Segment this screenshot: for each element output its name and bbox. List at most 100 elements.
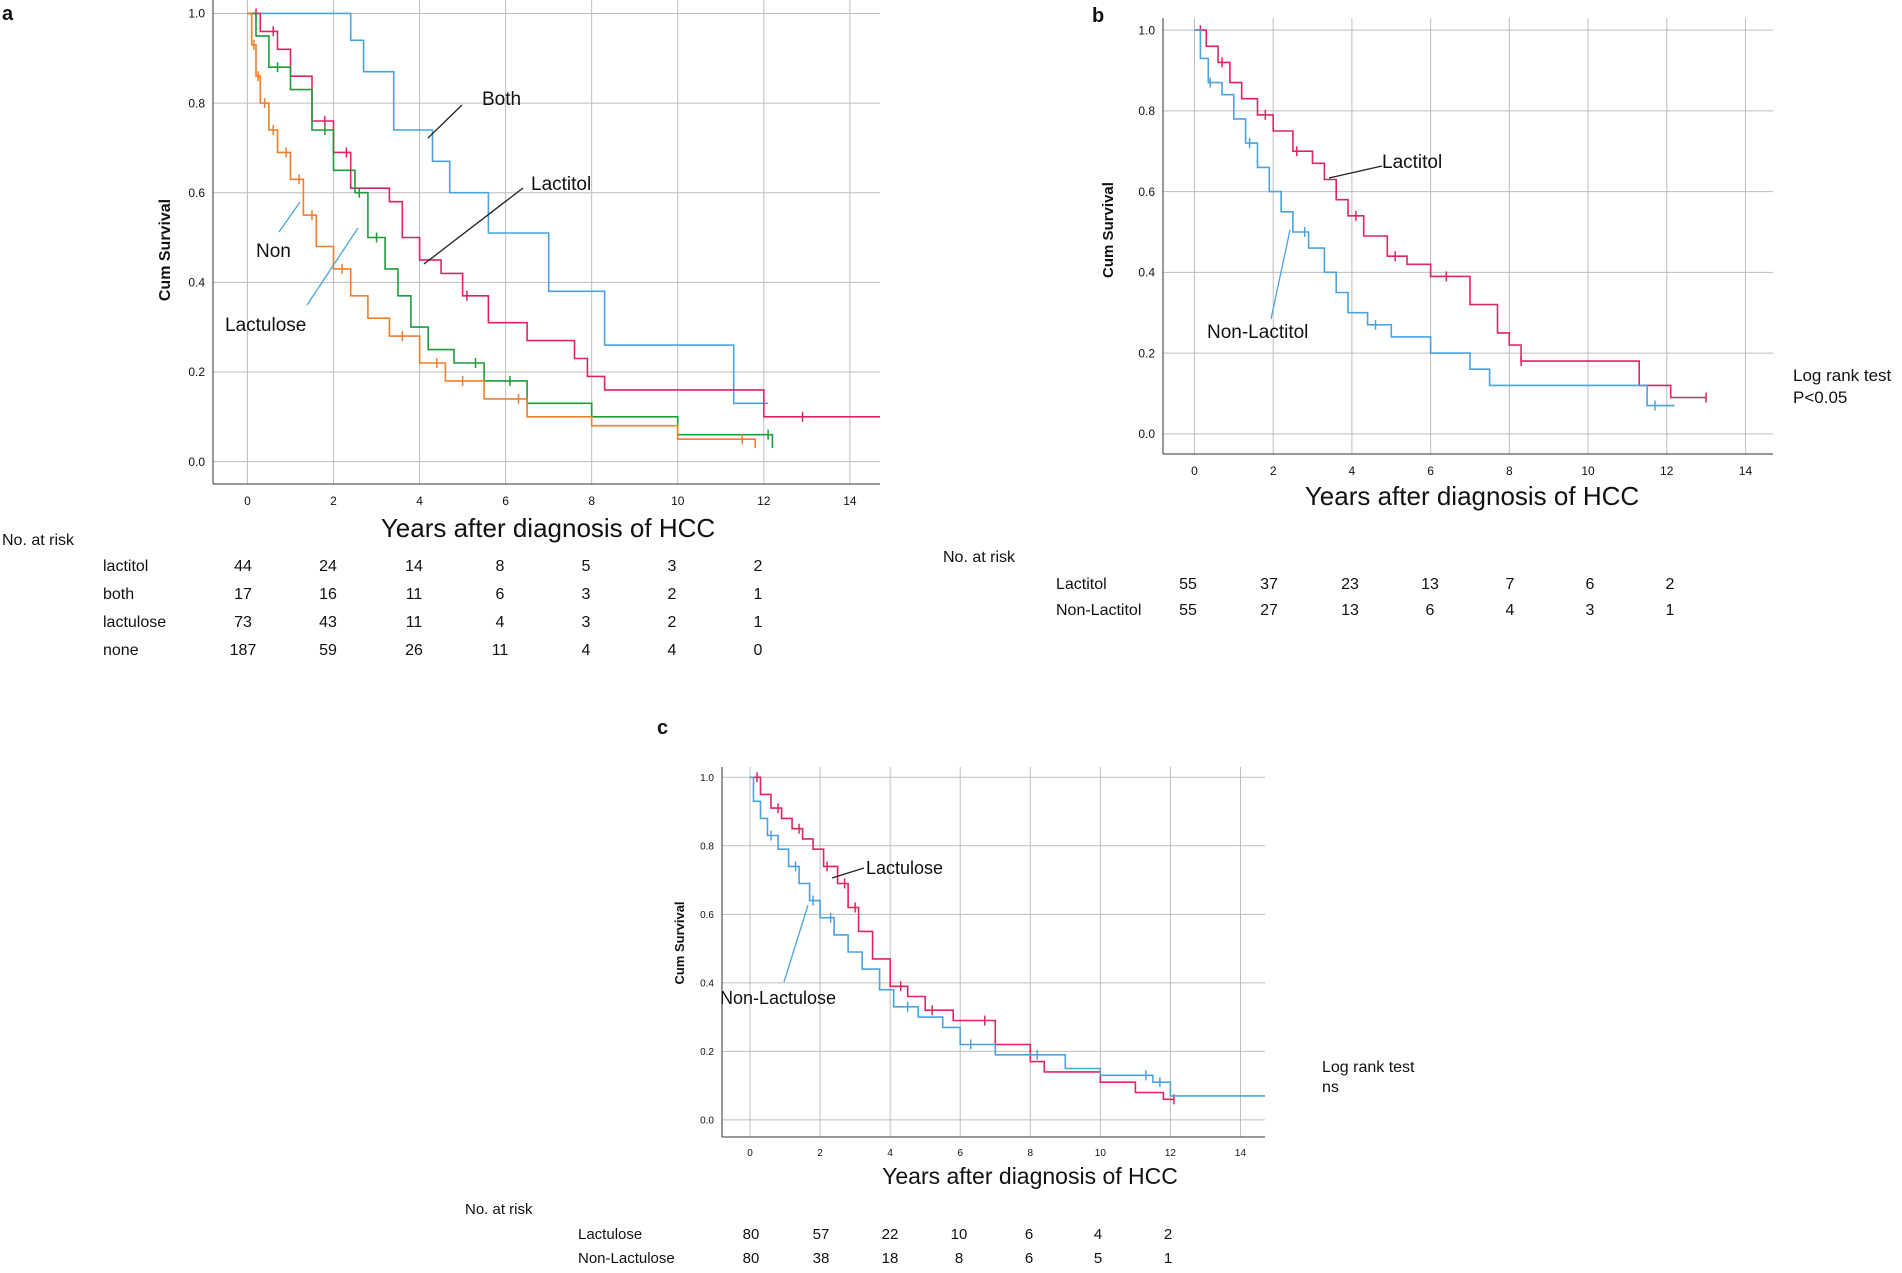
y-tick-label: 0.2 — [188, 365, 205, 379]
risk-cell: 2 — [1666, 576, 1675, 593]
annotation-leader — [423, 187, 524, 265]
risk-cell: 187 — [230, 642, 257, 659]
series-line-non — [247, 12, 756, 449]
series-line-lactitol — [1194, 29, 1707, 399]
y-axis-label: Cum Survival — [157, 199, 174, 301]
risk-row-label: Lactitol — [1056, 576, 1107, 593]
significance-label: ns — [1322, 1079, 1339, 1096]
risk-cell: 24 — [319, 558, 337, 575]
annotation-label: Non — [256, 241, 291, 262]
y-tick-label: 0.0 — [188, 455, 205, 469]
log-rank-label: Log rank test — [1793, 366, 1892, 385]
annotations-b: Lactitol Non-Lactitol — [1207, 152, 1442, 343]
y-tick-label: 1.0 — [1138, 23, 1155, 37]
risk-cell: 1 — [754, 586, 763, 603]
x-tick-label: 10 — [1095, 1148, 1107, 1159]
risk-table-header: No. at risk — [2, 532, 75, 549]
y-tick-label: 0.8 — [188, 96, 205, 110]
y-tick-label: 1.0 — [188, 7, 205, 21]
x-tick-label: 0 — [1191, 464, 1198, 478]
panel-letter: a — [2, 3, 14, 25]
risk-row-label: Lactulose — [578, 1226, 642, 1243]
risk-cell: 22 — [882, 1226, 899, 1243]
y-tick-label: 0.6 — [1138, 185, 1155, 199]
x-tick-label: 8 — [1028, 1148, 1034, 1159]
panel-c: c 0 2 4 6 8 10 12 140.00.20.40.60.81.0 Years af… — [465, 717, 1415, 1267]
x-axis-label: Years after diagnosis of HCC — [882, 1163, 1178, 1189]
risk-cell: 6 — [496, 586, 505, 603]
plot-area-a: 0 2 4 6 8 10 12 14 0.0 0.2 0.4 0.6 0.8 1.0 — [188, 0, 880, 508]
risk-cell: 2 — [754, 558, 763, 575]
risk-cell: 38 — [813, 1250, 830, 1267]
panel-letter: c — [657, 717, 668, 739]
risk-cell: 1 — [754, 614, 763, 631]
risk-table-header: No. at risk — [465, 1201, 533, 1218]
x-tick-label: 10 — [671, 494, 685, 508]
risk-cell: 55 — [1179, 576, 1197, 593]
risk-cell: 6 — [1025, 1250, 1033, 1267]
risk-cell: 26 — [405, 642, 423, 659]
series-line-non-lactulose — [750, 776, 1265, 1097]
risk-cell: 59 — [319, 642, 337, 659]
risk-cell: 8 — [496, 558, 505, 575]
plot-area-b: 0 2 4 6 8 10 12 14 0.0 0.2 0.4 0.6 0.8 1.0 — [1138, 18, 1773, 478]
y-tick-label: 0.4 — [188, 276, 205, 290]
risk-cell: 80 — [743, 1250, 760, 1267]
risk-row-label: lactulose — [103, 614, 166, 631]
risk-row-label: none — [103, 642, 139, 659]
risk-table-c: No. at risk Lactulose 80 57 22 10 6 4 2 Non-Lactu… — [465, 1201, 1172, 1267]
annotation-label: Lactitol — [1382, 152, 1442, 173]
x-tick-label: 14 — [1739, 464, 1753, 478]
risk-cell: 3 — [1586, 602, 1595, 619]
x-tick-label: 0 — [244, 494, 251, 508]
y-tick-label: 0.6 — [188, 186, 205, 200]
risk-cell: 27 — [1260, 602, 1278, 619]
risk-cell: 18 — [882, 1250, 899, 1267]
x-tick-label: 2 — [1270, 464, 1277, 478]
risk-cell: 6 — [1025, 1226, 1033, 1243]
x-tick-label: 8 — [588, 494, 595, 508]
risk-cell: 4 — [582, 642, 591, 659]
annotation-leader — [278, 201, 301, 233]
risk-cell: 10 — [951, 1226, 968, 1243]
y-tick-label: 0.6 — [700, 910, 714, 921]
panel-b: b 0 2 4 6 8 10 12 140.00.20.40.60.81.0 Years af… — [943, 5, 1892, 619]
y-axis-label: Cum Survival — [672, 901, 687, 984]
panel-a: a 0 2 4 6 8 10 12 140.00.20.40.60.81.0 Years af… — [2, 0, 880, 659]
risk-row-label: both — [103, 586, 134, 603]
y-tick-label: 0.0 — [700, 1115, 714, 1126]
risk-row-label: lactitol — [103, 558, 148, 575]
annotation-leader — [306, 227, 359, 306]
y-tick-label: 1.0 — [700, 773, 714, 784]
x-axis-label: Years after diagnosis of HCC — [1305, 481, 1639, 511]
x-tick-label: 6 — [1427, 464, 1434, 478]
series-line-non-lactitol — [1194, 29, 1675, 407]
risk-cell: 23 — [1341, 576, 1359, 593]
risk-cell: 4 — [496, 614, 505, 631]
risk-row-label: Non-Lactulose — [578, 1250, 675, 1267]
risk-cell: 16 — [319, 586, 337, 603]
risk-cell: 43 — [319, 614, 337, 631]
y-tick-label: 0.0 — [1138, 427, 1155, 441]
risk-cell: 17 — [234, 586, 252, 603]
annotation-label: Both — [482, 89, 521, 110]
risk-cell: 11 — [492, 642, 509, 659]
x-tick-label: 14 — [843, 494, 857, 508]
risk-cell: 2 — [1164, 1226, 1172, 1243]
risk-cell: 3 — [582, 614, 591, 631]
x-tick-label: 4 — [887, 1148, 893, 1159]
x-tick-label: 14 — [1235, 1148, 1247, 1159]
x-tick-label: 12 — [1165, 1148, 1177, 1159]
risk-cell: 11 — [406, 586, 423, 603]
x-tick-label: 0 — [747, 1148, 753, 1159]
risk-cell: 57 — [813, 1226, 830, 1243]
panel-letter: b — [1092, 5, 1104, 27]
risk-cell: 3 — [668, 558, 677, 575]
x-axis-label: Years after diagnosis of HCC — [381, 513, 715, 543]
annotation-label: Lactitol — [531, 174, 591, 195]
x-tick-label: 6 — [957, 1148, 963, 1159]
risk-cell: 4 — [1506, 602, 1515, 619]
x-tick-label: 4 — [416, 494, 423, 508]
